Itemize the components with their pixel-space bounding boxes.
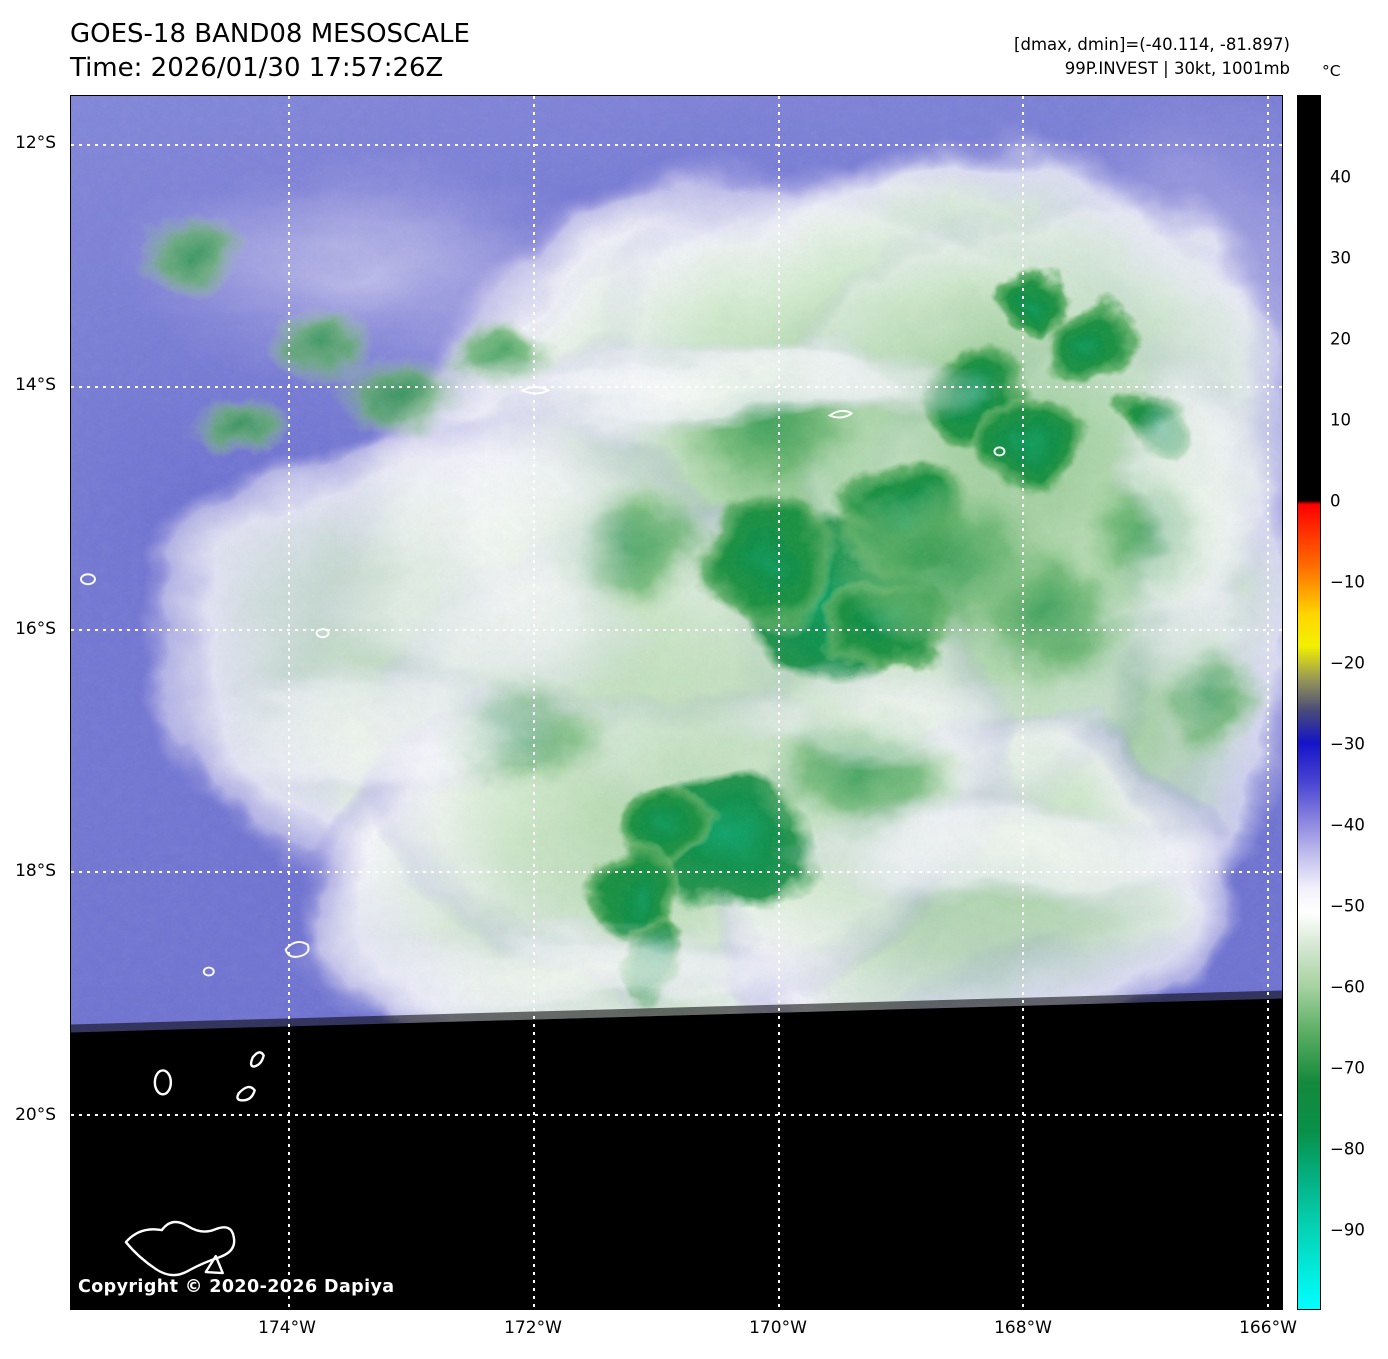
y-tick-14s: 14°S: [15, 375, 56, 395]
colorbar-unit-label: °C: [1322, 62, 1341, 80]
cbar-tick-m10: −10: [1330, 572, 1365, 592]
colorbar[interactable]: [1297, 95, 1321, 1310]
cbar-tick-40: 40: [1330, 167, 1351, 187]
x-tick-170w: 170°W: [749, 1318, 807, 1338]
cbar-tick-0: 0: [1330, 491, 1341, 511]
dmax-dmin-label: [dmax, dmin]=(-40.114, -81.897): [1014, 35, 1290, 54]
x-tick-168w: 168°W: [994, 1318, 1052, 1338]
cbar-tick-m80: −80: [1330, 1139, 1365, 1159]
cbar-tick-m20: −20: [1330, 653, 1365, 673]
night-coastline-outlines: [124, 1051, 265, 1277]
satellite-image-plot[interactable]: [70, 95, 1283, 1310]
cbar-tick-m90: −90: [1330, 1220, 1365, 1240]
colorbar-gradient: [1298, 96, 1320, 1309]
coastline-outlines: [79, 386, 1006, 977]
title-block: GOES-18 BAND08 MESOSCALE Time: 2026/01/3…: [70, 18, 870, 86]
cbar-tick-30: 30: [1330, 248, 1351, 268]
cbar-tick-10: 10: [1330, 410, 1351, 430]
y-tick-16s: 16°S: [15, 619, 56, 639]
copyright-label: Copyright © 2020-2026 Dapiya: [78, 1277, 395, 1297]
x-tick-172w: 172°W: [504, 1318, 562, 1338]
cbar-tick-m40: −40: [1330, 815, 1365, 835]
page-title: GOES-18 BAND08 MESOSCALE: [70, 19, 470, 49]
cbar-tick-m60: −60: [1330, 977, 1365, 997]
y-tick-18s: 18°S: [15, 861, 56, 881]
cbar-tick-20: 20: [1330, 329, 1351, 349]
timestamp-label: Time: 2026/01/30 17:57:26Z: [70, 52, 444, 83]
metadata-block: [dmax, dmin]=(-40.114, -81.897) 99P.INVE…: [1014, 33, 1290, 81]
x-tick-166w: 166°W: [1239, 1318, 1297, 1338]
satellite-imagery: [71, 96, 1282, 1309]
y-tick-20s: 20°S: [15, 1105, 56, 1125]
x-tick-174w: 174°W: [258, 1318, 316, 1338]
y-tick-12s: 12°S: [15, 133, 56, 153]
storm-info-label: 99P.INVEST | 30kt, 1001mb: [1064, 58, 1290, 78]
cbar-tick-m30: −30: [1330, 734, 1365, 754]
cbar-tick-m50: −50: [1330, 896, 1365, 916]
cbar-tick-m70: −70: [1330, 1058, 1365, 1078]
